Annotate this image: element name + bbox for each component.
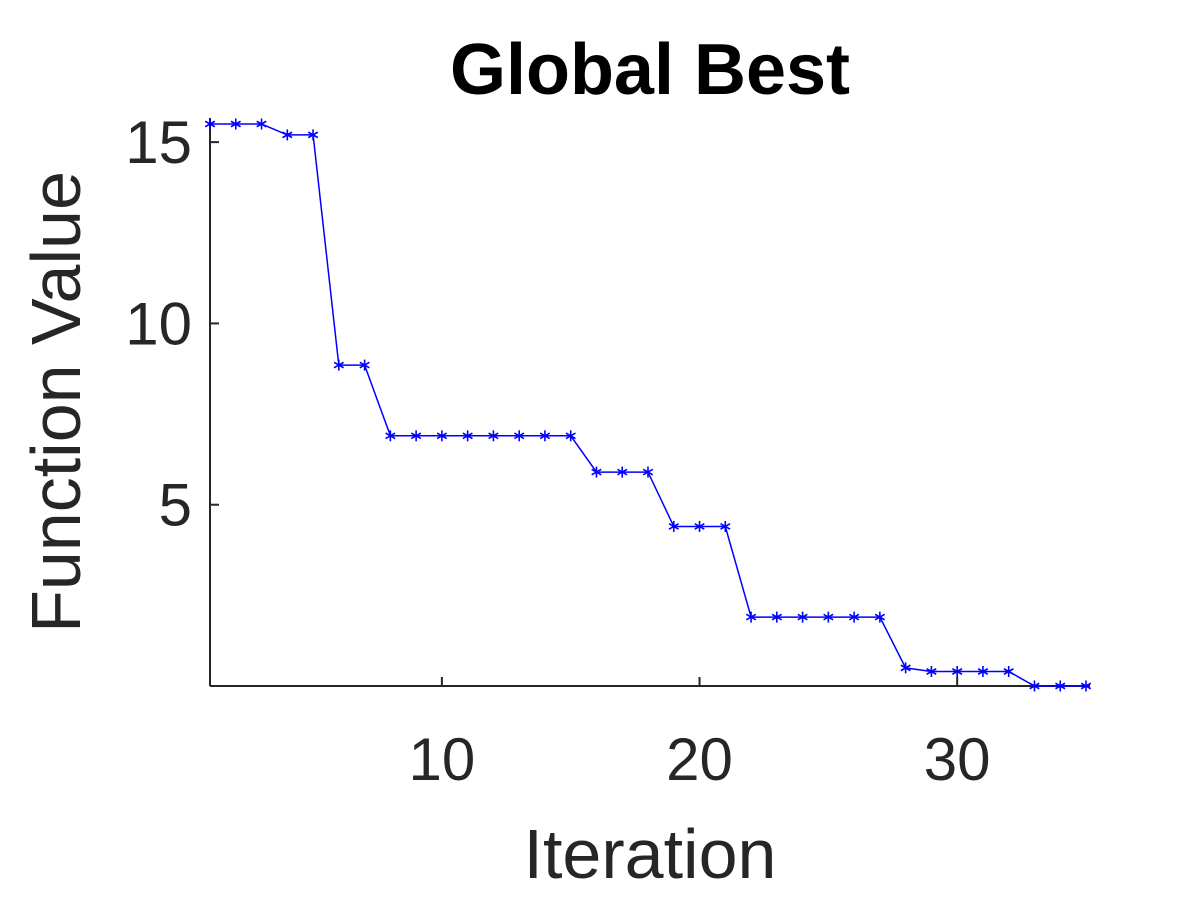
data-point-marker: [823, 611, 834, 623]
data-point-marker: [333, 359, 345, 371]
data-point-marker: [951, 665, 963, 677]
data-point-marker: [617, 466, 628, 478]
axes: [209, 118, 1090, 687]
data-point-marker: [462, 430, 473, 442]
data-point-marker: [230, 118, 241, 130]
data-point-marker: [797, 611, 808, 623]
data-point-marker: [848, 611, 860, 623]
data-point-marker: [720, 520, 731, 532]
data-point-marker: [204, 118, 216, 130]
data-point-marker: [771, 611, 783, 623]
data-point-marker: [745, 611, 757, 623]
y-ticks: 5 10 15: [125, 109, 219, 539]
data-point-marker: [874, 611, 886, 623]
data-point-marker: [668, 520, 679, 532]
data-point-marker: [977, 665, 989, 677]
data-point-marker: [591, 466, 602, 478]
data-point-marker: [513, 430, 525, 442]
y-tick-label: 15: [125, 109, 192, 176]
data-point-marker: [410, 430, 422, 442]
x-tick-label: 30: [924, 726, 991, 793]
data-point-marker: [1003, 665, 1014, 677]
data-point-marker: [282, 129, 293, 141]
y-axis-label: Function Value: [17, 171, 95, 633]
data-point-marker: [1029, 680, 1040, 692]
data-point-marker: [926, 665, 937, 677]
data-point-marker: [1080, 680, 1092, 692]
data-point-marker: [539, 430, 551, 442]
data-point-marker: [359, 359, 370, 371]
data-point-marker: [385, 430, 396, 442]
x-ticks: 10 20 30: [409, 677, 991, 793]
data-point-marker: [1055, 680, 1066, 692]
data-point-marker: [642, 466, 654, 478]
data-point-marker: [307, 129, 319, 141]
x-tick-label: 10: [409, 726, 476, 793]
series: [204, 118, 1092, 692]
y-tick-label: 5: [159, 472, 192, 539]
x-tick-label: 20: [666, 726, 733, 793]
chart-title: Global Best: [450, 30, 850, 110]
x-axis-label: Iteration: [524, 815, 777, 893]
data-point-marker: [900, 662, 911, 674]
data-point-marker: [488, 430, 499, 442]
data-point-marker: [565, 430, 576, 442]
data-point-marker: [256, 118, 267, 130]
y-tick-label: 10: [125, 290, 192, 357]
data-point-marker: [694, 520, 705, 532]
data-point-marker: [436, 430, 448, 442]
series-line: [210, 123, 1086, 687]
